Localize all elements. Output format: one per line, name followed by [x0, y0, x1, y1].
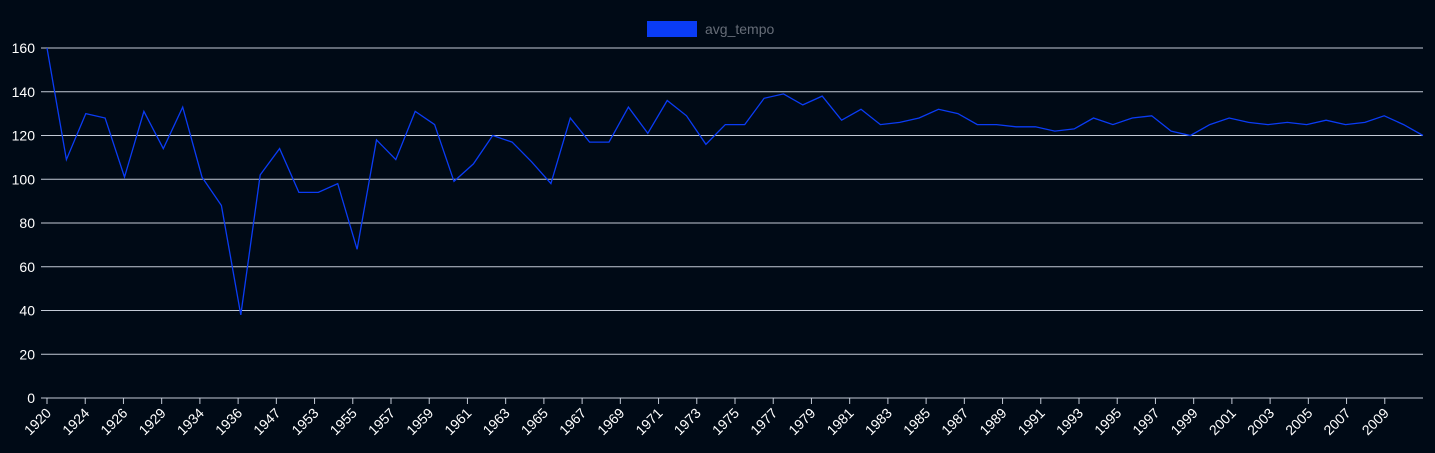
- y-tick-label: 100: [12, 171, 36, 187]
- x-tick-label: 1987: [938, 405, 971, 438]
- x-tick-label: 1983: [862, 405, 895, 438]
- x-tick-label: 1936: [212, 405, 245, 438]
- x-tick-label: 1989: [976, 405, 1009, 438]
- y-tick-label: 140: [12, 84, 36, 100]
- y-tick-label: 20: [19, 346, 35, 362]
- x-tick-label: 1967: [556, 405, 589, 438]
- series-line-avg-tempo[interactable]: [46, 47, 1424, 316]
- x-tick-label: 1969: [594, 405, 627, 438]
- x-axis: 1920 1924 1926 1929 1934 1936 1947 1953 1955 1957…: [21, 398, 1392, 438]
- y-tick-label: 0: [27, 390, 35, 406]
- x-tick-label: 1985: [900, 405, 933, 438]
- x-tick-label: 1959: [403, 405, 436, 438]
- x-tick-label: 1926: [97, 405, 130, 438]
- x-tick-label: 1993: [1053, 405, 1086, 438]
- x-tick-label: 1991: [1015, 405, 1048, 438]
- x-tick-label: 1975: [709, 405, 742, 438]
- series-layer: [46, 47, 1424, 316]
- legend-swatch: [647, 21, 697, 37]
- x-tick-label: 1934: [174, 405, 207, 438]
- x-tick-label: 1924: [59, 405, 92, 438]
- gridlines: [47, 47, 1423, 399]
- x-tick-label: 1955: [327, 405, 360, 438]
- y-axis: 0 20 40 60 80 100 120 140 160: [12, 40, 47, 406]
- x-tick-label: 1920: [21, 405, 54, 438]
- x-tick-label: 1963: [479, 405, 512, 438]
- x-tick-label: 2005: [1282, 405, 1315, 438]
- x-tick-label: 1929: [135, 405, 168, 438]
- x-tick-label: 1981: [823, 405, 856, 438]
- x-tick-label: 1973: [671, 405, 704, 438]
- x-tick-label: 1997: [1129, 405, 1162, 438]
- x-tick-label: 1957: [365, 405, 398, 438]
- y-tick-label: 160: [12, 40, 36, 56]
- x-tick-label: 1947: [250, 405, 283, 438]
- x-tick-label: 1971: [632, 405, 665, 438]
- x-tick-label: 1965: [518, 405, 551, 438]
- legend-label: avg_tempo: [705, 21, 774, 37]
- y-tick-label: 40: [19, 303, 35, 319]
- y-tick-label: 80: [19, 215, 35, 231]
- x-tick-label: 2003: [1244, 405, 1277, 438]
- x-tick-label: 1977: [747, 405, 780, 438]
- y-tick-label: 60: [19, 259, 35, 275]
- y-tick-label: 120: [12, 128, 36, 144]
- x-tick-label: 2001: [1206, 405, 1239, 438]
- x-tick-label: 1995: [1091, 405, 1124, 438]
- x-tick-label: 2009: [1359, 405, 1392, 438]
- x-tick-label: 1979: [785, 405, 818, 438]
- x-tick-label: 1999: [1167, 405, 1200, 438]
- x-tick-label: 2007: [1320, 405, 1353, 438]
- legend[interactable]: avg_tempo: [647, 21, 774, 37]
- x-tick-label: 1953: [288, 405, 321, 438]
- x-tick-label: 1961: [441, 405, 474, 438]
